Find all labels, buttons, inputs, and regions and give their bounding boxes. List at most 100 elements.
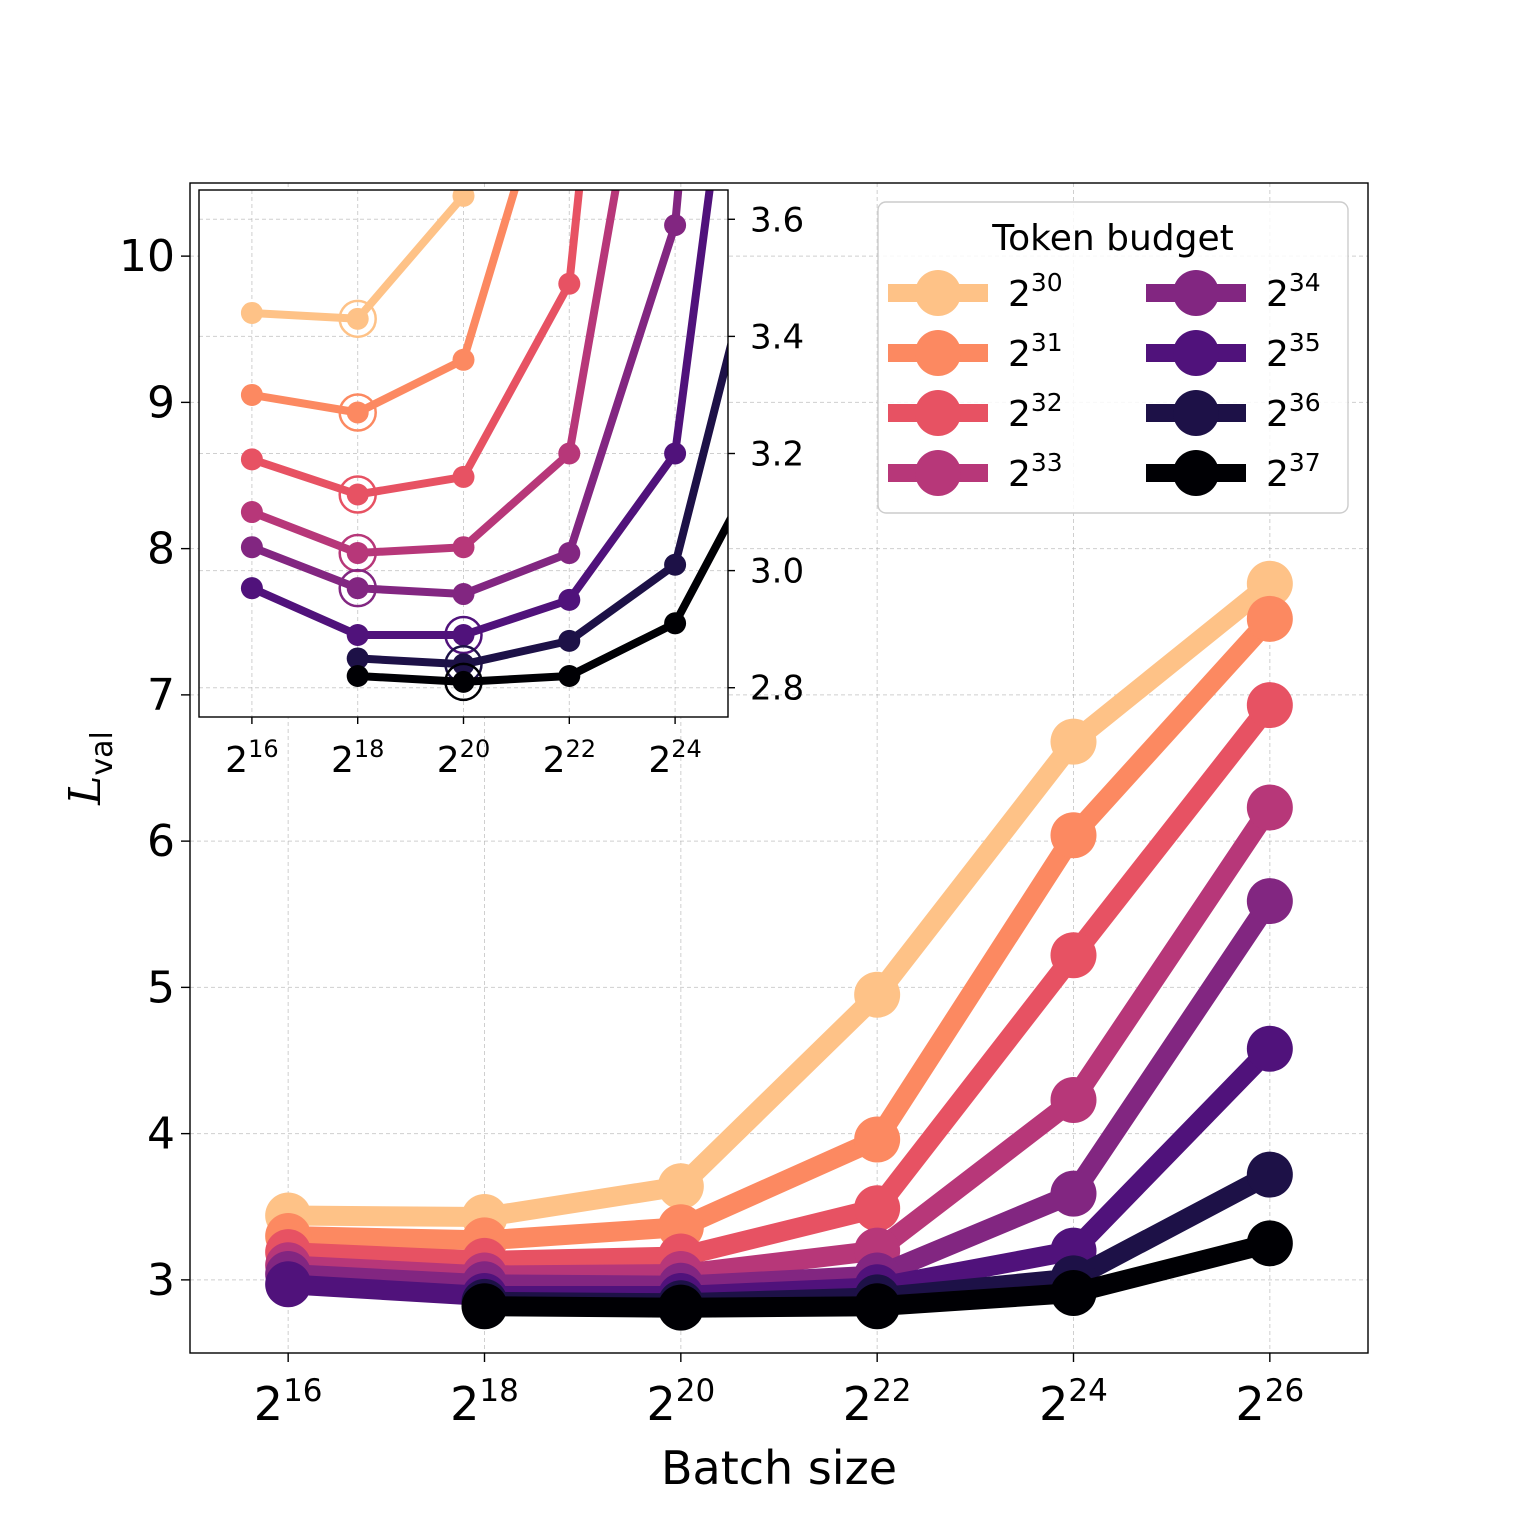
inset-series-point-33 bbox=[346, 542, 369, 565]
legend-entry-label: 237 bbox=[1266, 448, 1321, 495]
legend-entry-label: 233 bbox=[1008, 448, 1063, 495]
inset-x-tick-label: 218 bbox=[331, 735, 384, 781]
main-series-point-31 bbox=[1246, 595, 1293, 642]
inset-series-point-37 bbox=[452, 670, 475, 693]
main-series-point-30 bbox=[1246, 560, 1293, 607]
inset-series-point-34 bbox=[558, 542, 581, 565]
inset-optimum-ring-32 bbox=[338, 475, 377, 514]
main-series-line-32 bbox=[287, 698, 1278, 1271]
main-y-tick-label: 7 bbox=[147, 670, 175, 721]
main-series-point-33 bbox=[1050, 1076, 1097, 1123]
main-series-point-30 bbox=[657, 1163, 704, 1210]
main-y-tick-label: 4 bbox=[147, 1109, 175, 1160]
inset-series-group bbox=[240, 190, 728, 702]
inset-series-point-32 bbox=[558, 272, 581, 295]
inset-series-point-37 bbox=[346, 665, 369, 688]
main-series-point-33 bbox=[1246, 784, 1293, 831]
main-series-group bbox=[265, 560, 1293, 1331]
main-plot-frame bbox=[189, 182, 1369, 1354]
inset-series-point-31 bbox=[346, 401, 369, 424]
inset-y-tick-label: 3.4 bbox=[750, 317, 804, 357]
main-series-point-32 bbox=[854, 1185, 901, 1232]
inset-series-point-34 bbox=[452, 583, 475, 606]
legend-swatch-marker bbox=[1173, 450, 1219, 496]
legend-entry-label: 231 bbox=[1008, 328, 1063, 375]
inset-series-point-30 bbox=[240, 301, 263, 324]
main-x-tick-label: 216 bbox=[254, 1373, 323, 1431]
inset-series-point-30 bbox=[346, 307, 369, 330]
main-y-tick-label: 3 bbox=[147, 1255, 175, 1306]
main-series-line-31 bbox=[287, 612, 1278, 1251]
legend-entry-36: 236 bbox=[1146, 388, 1321, 436]
main-x-tick-label: 220 bbox=[646, 1373, 715, 1431]
legend-entries: 230 231 232 233 234 235 236 237 bbox=[888, 268, 1321, 496]
legend-swatch-marker bbox=[915, 330, 961, 376]
inset-series-point-36 bbox=[664, 553, 687, 576]
main-y-tick-label: 10 bbox=[119, 231, 175, 282]
main-x-tick-label: 226 bbox=[1235, 1373, 1304, 1431]
inset-optimum-ring-30 bbox=[338, 299, 377, 339]
main-series-point-37 bbox=[1050, 1270, 1097, 1317]
main-series-point-37 bbox=[1246, 1220, 1293, 1267]
inset-x-tick-label: 224 bbox=[648, 735, 701, 781]
inset-x-tick-label: 222 bbox=[543, 735, 596, 781]
inset-series-point-33 bbox=[452, 536, 475, 559]
main-y-axis: 3 4 5 6 7 8 9 10 bbox=[119, 231, 190, 1306]
main-series-point-36 bbox=[1246, 1151, 1293, 1198]
inset-x-tick-label: 216 bbox=[225, 735, 278, 781]
legend-entry-label: 230 bbox=[1008, 268, 1063, 315]
legend-swatch-marker bbox=[915, 390, 961, 436]
legend-entry-31: 231 bbox=[888, 328, 1063, 376]
inset-series-point-34 bbox=[664, 214, 687, 237]
legend-entry-34: 234 bbox=[1146, 268, 1321, 316]
inset-y-tick-label: 3.0 bbox=[750, 552, 804, 592]
main-series-point-30 bbox=[1050, 718, 1097, 765]
inset-optimum-ring-34 bbox=[338, 568, 377, 608]
inset-series-point-30 bbox=[452, 190, 475, 207]
legend-swatch-marker bbox=[915, 270, 961, 316]
y-axis-label: Lval bbox=[60, 731, 120, 806]
inset-series-point-36 bbox=[558, 629, 581, 652]
main-series-line-34 bbox=[287, 895, 1279, 1296]
inset-series-point-35 bbox=[558, 588, 581, 611]
inset-optimum-ring-35 bbox=[444, 615, 483, 655]
inset-series-point-32 bbox=[346, 483, 369, 506]
main-y-tick-label: 8 bbox=[147, 524, 175, 575]
main-series-point-31 bbox=[854, 1116, 901, 1163]
main-series-point-34 bbox=[1246, 878, 1293, 925]
main-series-point-35 bbox=[1246, 1025, 1293, 1072]
main-y-tick-label: 9 bbox=[147, 377, 175, 428]
legend-entry-32: 232 bbox=[888, 388, 1063, 436]
main-series-line-30 bbox=[288, 575, 1277, 1227]
main-x-axis: 216 218 220 222 224 226 bbox=[254, 1353, 1304, 1431]
inset-series-point-37 bbox=[558, 665, 581, 688]
main-series-point-37 bbox=[657, 1284, 704, 1331]
main-y-tick-label: 5 bbox=[147, 962, 175, 1013]
inset-optimum-ring-31 bbox=[338, 393, 377, 432]
x-axis-label: Batch size bbox=[661, 1441, 897, 1495]
main-y-tick-label: 6 bbox=[147, 816, 175, 867]
legend-swatch-marker bbox=[1173, 330, 1219, 376]
main-series-point-32 bbox=[1050, 932, 1097, 979]
legend-title: Token budget bbox=[991, 218, 1234, 259]
legend-swatch-marker bbox=[1173, 270, 1219, 316]
inset-y-tick-label: 3.6 bbox=[750, 200, 804, 240]
inset-series-point-37 bbox=[664, 612, 687, 635]
legend-entry-label: 234 bbox=[1266, 268, 1321, 315]
inset-series-point-35 bbox=[346, 624, 369, 647]
inset-y-tick-label: 3.2 bbox=[750, 435, 804, 475]
inset-y-tick-label: 2.8 bbox=[750, 669, 804, 709]
legend-swatch-marker bbox=[1173, 390, 1219, 436]
inset-series-point-35 bbox=[452, 624, 475, 647]
main-x-tick-label: 218 bbox=[450, 1373, 519, 1431]
legend-entry-30: 230 bbox=[888, 268, 1063, 316]
inset-series-point-33 bbox=[240, 501, 263, 524]
legend-swatch-marker bbox=[915, 450, 961, 496]
inset-optimum-ring-37 bbox=[444, 662, 483, 702]
main-series-point-35 bbox=[265, 1261, 312, 1308]
legend-entry-33: 233 bbox=[888, 448, 1063, 496]
main-series-point-31 bbox=[1050, 812, 1097, 859]
inset-series-point-34 bbox=[240, 536, 263, 559]
legend: Token budget 230 231 232 233 234 235 236 237 bbox=[877, 201, 1349, 514]
